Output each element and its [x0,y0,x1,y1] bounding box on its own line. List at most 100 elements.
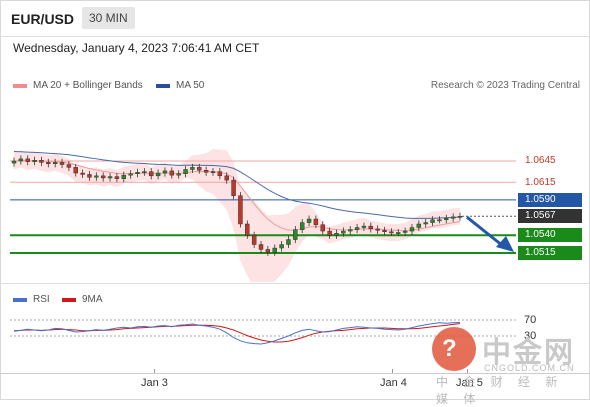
legend-9ma: 9MA [62,294,103,305]
candle-body [11,160,17,164]
candle-body [457,215,463,218]
candle-body [114,176,120,179]
candle-body [128,173,133,176]
candle-body [341,230,346,234]
candle-body [430,219,435,223]
watermark-subtitle: 中 金 财 经 新 媒 体 [436,375,564,406]
level-1.0515: 1.0515 [518,246,582,260]
candle-body [231,179,236,196]
candle-body [368,225,373,230]
legend-rsi-label: RSI [33,294,50,305]
candle-body [245,223,250,236]
x-axis-line [0,373,590,374]
header: EUR/USD 30 MIN [0,0,590,36]
candle-body [135,172,140,174]
watermark: ? 中金网 CNGOLD.COM.CN 中 金 财 经 新 媒 体 [432,327,582,406]
last-price-badge: 1.0567 [518,209,582,223]
candle-body [265,249,271,253]
symbol-label: EUR/USD [11,11,75,27]
level-1.0540: 1.0540 [518,228,582,242]
candle-body [183,169,188,174]
rsi-line [13,321,461,345]
candle-body [155,172,161,177]
forecast-arrow-shaft [466,216,504,248]
candle-body [361,225,367,228]
level-1.0590: 1.0590 [518,193,582,207]
candle-body [299,222,305,230]
candle-body [444,218,449,220]
header-divider [0,36,590,37]
candle-body [217,171,223,177]
candle-body [107,176,113,179]
legend-rsi: RSI [13,294,50,305]
candle-body [162,170,168,174]
legend-ma50: MA 50 [156,80,204,91]
candle-body [258,244,264,250]
candle-body [121,174,126,179]
ma9-swatch [62,297,76,302]
ma50-swatch [156,83,170,88]
panel-divider [0,283,590,284]
ma20-line [13,160,461,232]
price-chart [10,148,516,282]
x-axis-tick [154,369,155,373]
candle-body [25,158,30,162]
candle-body [32,160,37,162]
candle-body [396,232,401,234]
candle-body [293,229,298,240]
legend-ma20: MA 20 + Bollinger Bands [13,80,143,91]
x-label-jan5: Jan 5 [456,377,483,389]
x-label-jan4: Jan 4 [380,377,407,389]
candle-body [423,222,428,225]
candle-body [382,230,387,232]
candle-body [375,228,380,231]
candle-body [251,235,257,245]
candle-body [149,171,154,177]
candle-body [389,231,394,234]
candle-body [313,218,319,225]
candle-body [210,171,216,174]
candle-body [66,164,72,168]
legend-9ma-label: 9MA [82,294,103,305]
candle-body [272,247,277,253]
candle-body [238,195,243,225]
credit-label: Research © 2023 Trading Central [430,80,580,91]
candle-body [190,167,195,170]
candle-body [203,169,209,173]
candle-body [320,224,325,232]
candle-body [416,223,422,228]
candle-body [334,232,339,236]
bollinger-band [14,148,460,282]
candle-body [18,158,24,162]
legend-ma20-label: MA 20 + Bollinger Bands [33,80,143,91]
rsi-chart [10,319,516,345]
level-1.0645: 1.0645 [525,155,556,166]
candle-body [94,175,99,178]
candle-body [169,170,175,176]
candle-body [402,230,408,233]
candle-body [279,244,284,249]
x-axis-tick [392,369,393,373]
rsi-swatch [13,297,27,302]
candle-body [39,160,44,163]
candle-body [409,227,415,232]
candle-body [87,174,92,178]
candle-body [327,230,332,236]
datetime-label: Wednesday, January 4, 2023 7:06:41 AM CE… [13,41,260,55]
forecast-arrowhead-icon [496,236,514,252]
candle-body [73,167,78,174]
cngold-logo-icon: ? [432,327,476,371]
candle-body [52,162,58,165]
candle-body [100,175,106,179]
candle-body [46,162,51,165]
level-1.0615: 1.0615 [525,177,556,188]
watermark-url: CNGOLD.COM.CN [484,363,575,373]
ma20-swatch [13,83,27,88]
candle-body [176,173,181,176]
legend-ma50-label: MA 50 [176,80,205,91]
candle-body [224,175,229,181]
candle-body [348,229,353,232]
watermark-title: 中金网 [482,337,576,369]
timeframe-button[interactable]: 30 MIN [82,7,135,29]
x-axis-tick [467,369,468,373]
